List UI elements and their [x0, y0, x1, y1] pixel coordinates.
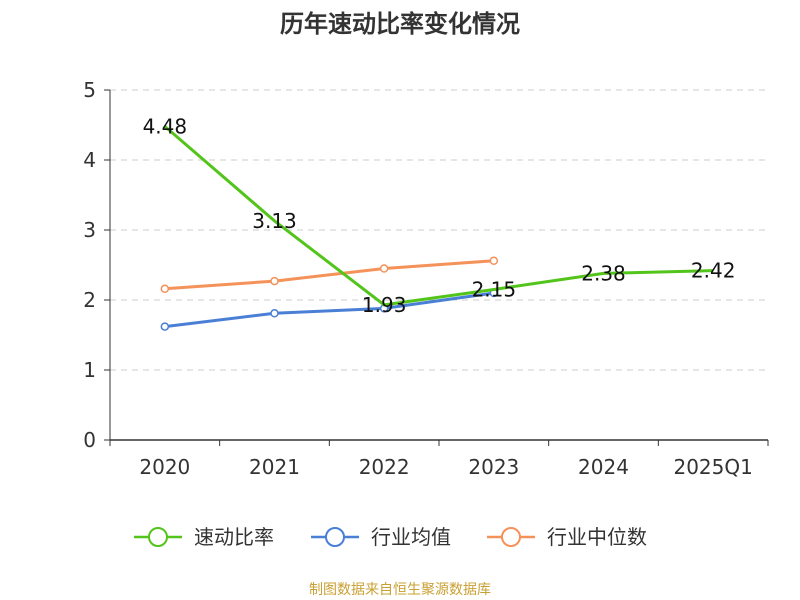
data-point	[160, 322, 170, 331]
legend-item: 行业均值	[311, 525, 451, 549]
legend-label: 行业均值	[371, 525, 451, 549]
x-tick-label: 2021	[249, 455, 300, 479]
legend-item: 行业中位数	[487, 525, 647, 549]
legend-label: 速动比率	[194, 525, 274, 549]
data-label: 2.42	[691, 259, 736, 283]
series-line	[164, 259, 494, 291]
y-tick-label: 0	[83, 428, 96, 452]
data-label: 1.93	[362, 293, 407, 317]
data-label: 3.13	[252, 209, 297, 233]
data-point	[270, 276, 279, 286]
y-tick-label: 3	[83, 218, 96, 242]
data-point	[379, 264, 389, 273]
x-tick-label: 2025Q1	[673, 455, 752, 479]
grid-lines	[110, 89, 768, 371]
data-point	[160, 284, 170, 294]
x-tick-label: 2020	[139, 455, 190, 479]
source-note: 制图数据来自恒生聚源数据库	[309, 582, 491, 598]
legend-marker	[325, 527, 345, 547]
data-point	[270, 309, 279, 318]
x-tick-label: 2023	[468, 455, 519, 479]
series-line	[164, 291, 495, 329]
legend: 速动比率 行业均值 行业中位数	[134, 525, 647, 549]
y-tick-label: 2	[83, 288, 96, 312]
x-tick-label: 2022	[359, 455, 410, 479]
legend-marker	[148, 527, 168, 547]
data-label: 2.38	[581, 261, 626, 285]
series-line	[163, 125, 714, 307]
data-point	[489, 256, 499, 266]
data-labels: 4.48 3.13 1.93 2.15 2.38 2.42	[143, 114, 736, 317]
legend-item: 速动比率	[134, 525, 274, 549]
data-label: 4.48	[143, 114, 188, 138]
chart-title: 历年速动比率变化情况	[280, 10, 520, 38]
y-tick-label: 4	[83, 148, 96, 172]
series-layer	[160, 125, 714, 331]
data-label: 2.15	[472, 278, 517, 302]
y-tick-label: 5	[83, 78, 96, 102]
legend-label: 行业中位数	[547, 525, 647, 549]
x-tick-label: 2024	[578, 455, 629, 479]
legend-marker	[501, 527, 521, 547]
y-tick-label: 1	[83, 358, 96, 382]
axes: 0 1 2 3 4 5 2020 2021 2022 2023 2024 2025Q1	[83, 78, 769, 479]
